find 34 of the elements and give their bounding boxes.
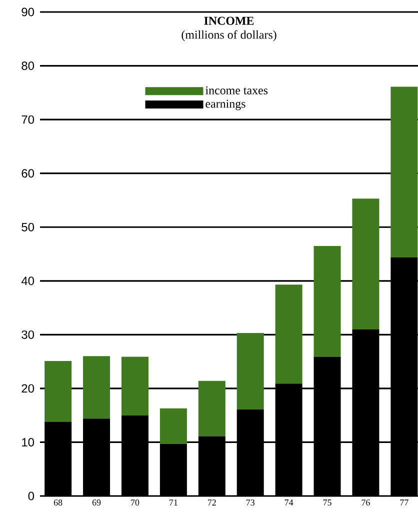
bar (314, 246, 341, 357)
y-tick-label: 10 (22, 438, 34, 446)
x-tick-label: 71 (170, 500, 178, 506)
x-tick-label: 75 (323, 500, 332, 506)
y-tick-label: 30 (22, 330, 34, 339)
bar (121, 356, 148, 416)
y-tick-label: 60 (22, 169, 34, 178)
bar (236, 333, 264, 410)
x-tick-label: 69 (92, 500, 101, 506)
x-tick-label: 72 (208, 500, 216, 506)
y-tick-label: 20 (22, 384, 34, 393)
chart-title: INCOME (204, 16, 254, 25)
y-tick-label: 70 (22, 115, 34, 124)
x-tick-label: 77 (400, 500, 408, 506)
x-tick-label: 76 (362, 500, 370, 506)
y-tick-label: 40 (21, 276, 34, 286)
bar (352, 198, 380, 330)
x-tick-label: 73 (246, 500, 254, 506)
bar (275, 284, 302, 384)
bar (198, 380, 226, 436)
x-tick-label: 68 (54, 500, 62, 506)
bar (83, 356, 110, 419)
bar (160, 408, 187, 444)
bar (44, 361, 72, 422)
y-tick-label: 0 (28, 492, 34, 500)
x-tick-label: 70 (131, 500, 140, 506)
bar (390, 86, 418, 258)
y-tick-label: 80 (22, 62, 34, 70)
text: (millions of dollars) (182, 30, 276, 42)
y-tick-label: 90 (22, 8, 34, 16)
legend-label: earnings (206, 100, 246, 110)
legend-label: income taxes (205, 86, 268, 94)
y-tick-label: 50 (22, 222, 34, 232)
x-tick-label: 74 (284, 500, 294, 506)
